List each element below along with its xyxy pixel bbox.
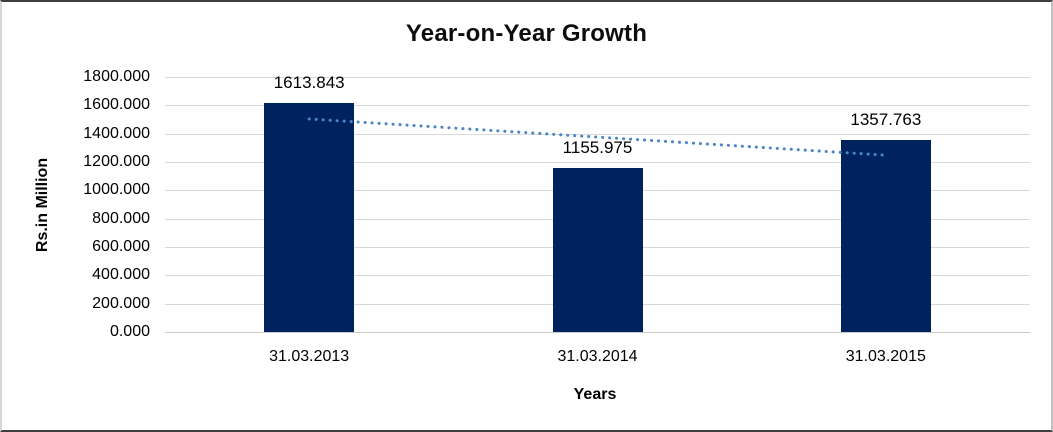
y-tick-label: 600.000 (92, 238, 150, 255)
bar-value-label: 1357.763 (850, 109, 922, 129)
bar-31.03.2014 (552, 168, 643, 332)
x-category-label: 31.03.2014 (557, 348, 638, 365)
bar-31.03.2013 (264, 103, 355, 332)
bar-31.03.2015 (840, 139, 931, 332)
y-tick-label: 1800.000 (83, 68, 150, 85)
y-tick-label: 1000.000 (83, 181, 150, 198)
x-category-label: 31.03.2015 (845, 348, 926, 365)
chart-title: Year-on-Year Growth (405, 20, 648, 47)
y-tick-label: 400.000 (92, 266, 150, 283)
y-gridline (165, 162, 1030, 163)
y-gridline (165, 77, 1030, 78)
bar-value-label: 1155.975 (562, 138, 633, 158)
y-tick-label: 800.000 (92, 210, 150, 227)
x-axis-title: Years (573, 386, 617, 403)
x-category-label: 31.03.2013 (269, 348, 350, 365)
y-tick-label: 1400.000 (83, 125, 150, 142)
x-axis-line (165, 332, 1030, 333)
bar-value-label: 1613.843 (273, 73, 345, 93)
y-tick-label: 1200.000 (83, 153, 150, 170)
y-tick-label: 0.000 (109, 323, 150, 340)
y-tick-label: 1600.000 (83, 96, 150, 113)
y-gridline (165, 105, 1030, 106)
y-tick-label: 200.000 (92, 295, 150, 312)
